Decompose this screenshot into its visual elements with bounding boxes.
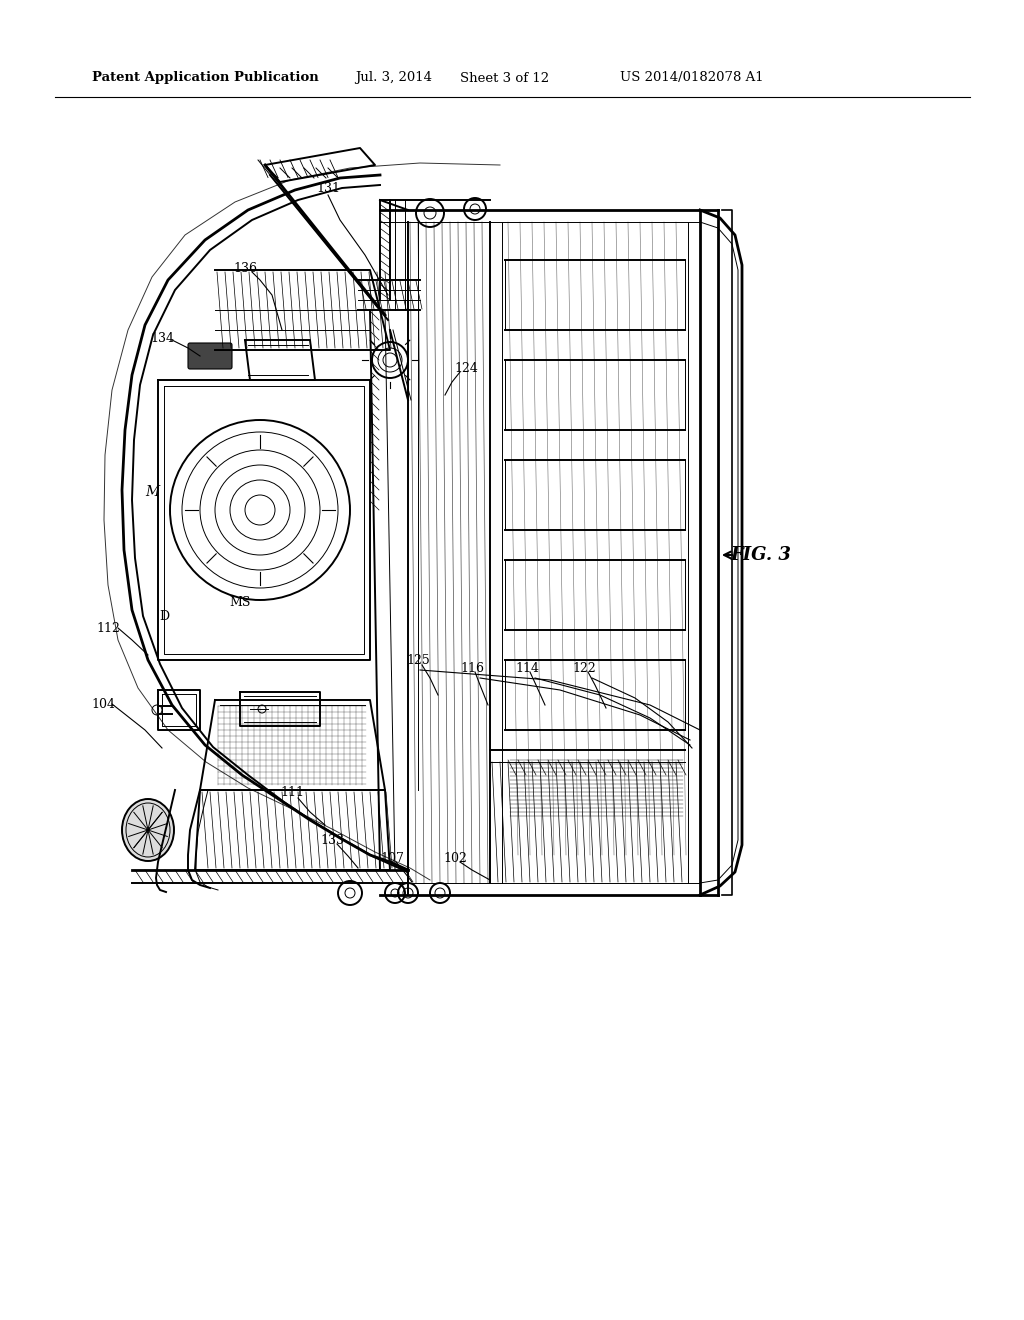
- Text: Patent Application Publication: Patent Application Publication: [92, 71, 318, 84]
- Text: 131: 131: [316, 181, 340, 194]
- Text: 134: 134: [150, 331, 174, 345]
- Text: Jul. 3, 2014: Jul. 3, 2014: [355, 71, 432, 84]
- Text: 122: 122: [572, 661, 596, 675]
- Text: D: D: [159, 610, 169, 623]
- Text: 111: 111: [280, 787, 304, 800]
- Ellipse shape: [122, 799, 174, 861]
- Text: 114: 114: [515, 661, 539, 675]
- Text: US 2014/0182078 A1: US 2014/0182078 A1: [620, 71, 764, 84]
- Text: 112: 112: [96, 622, 120, 635]
- Text: 136: 136: [233, 261, 257, 275]
- Text: 102: 102: [443, 851, 467, 865]
- Text: 107: 107: [380, 851, 403, 865]
- Text: 104: 104: [91, 697, 115, 710]
- Text: 133: 133: [319, 833, 344, 846]
- Text: 125: 125: [407, 653, 430, 667]
- Text: MS: MS: [229, 597, 251, 610]
- Text: Sheet 3 of 12: Sheet 3 of 12: [460, 71, 549, 84]
- FancyBboxPatch shape: [188, 343, 232, 370]
- Text: M: M: [144, 484, 159, 499]
- Text: 124: 124: [454, 362, 478, 375]
- Text: 116: 116: [460, 661, 484, 675]
- Text: FIG. 3: FIG. 3: [730, 546, 791, 564]
